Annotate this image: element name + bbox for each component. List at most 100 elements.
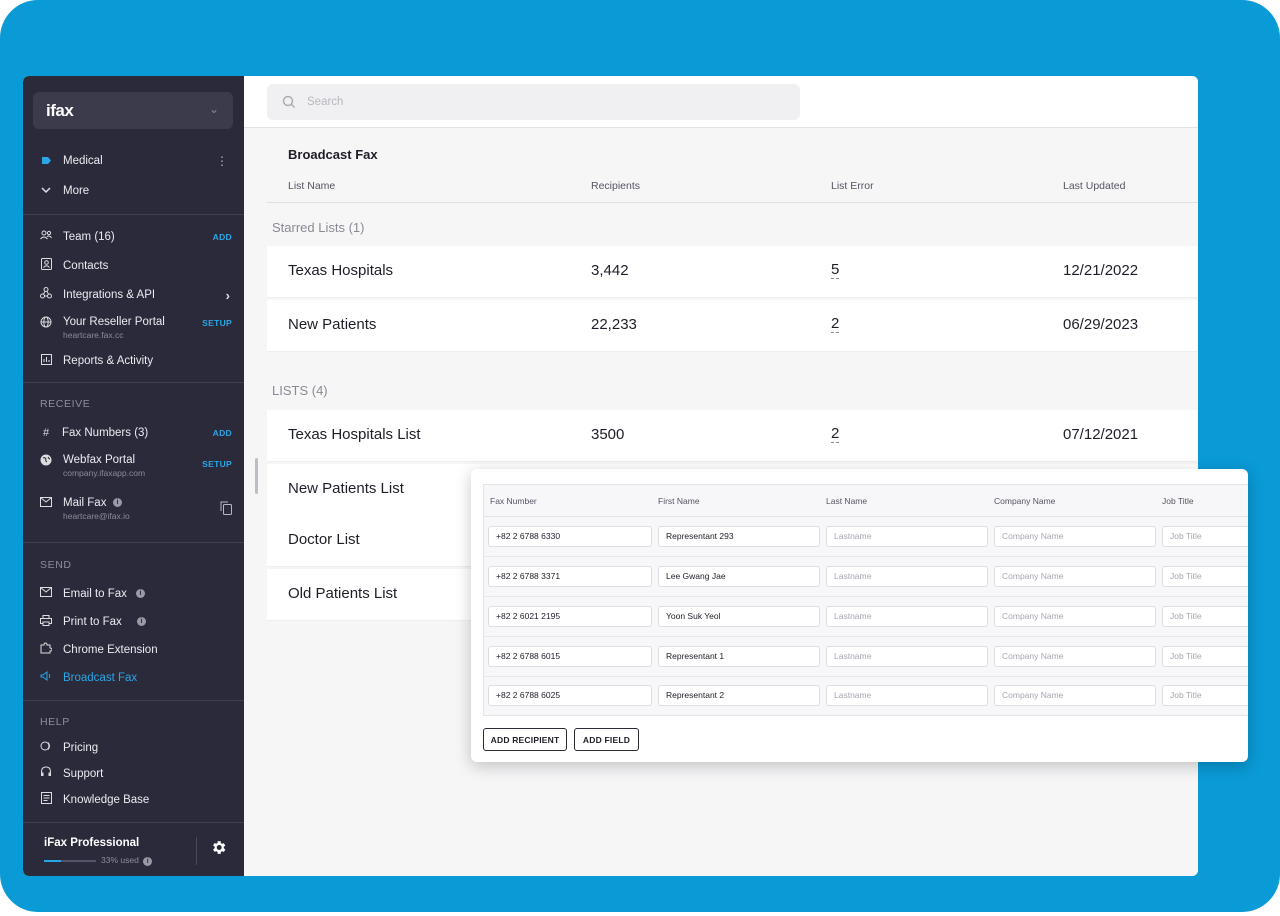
recipients-count: 22,233 — [591, 316, 637, 333]
more-options-icon[interactable]: ⋮ — [216, 154, 228, 168]
column-header-recipients[interactable]: Recipients — [591, 180, 641, 192]
integrations-icon — [39, 287, 53, 303]
chevron-down-icon: ⌄ — [208, 102, 219, 116]
sidebar-item-reports[interactable]: Reports & Activity — [23, 350, 244, 372]
first-name-field[interactable]: Yoon Suk Yeol — [658, 606, 820, 627]
company-name-field[interactable]: Company Name — [994, 526, 1156, 547]
sidebar-item-label: Email to Fax — [63, 588, 127, 600]
usage-text: 33% used i — [101, 855, 153, 866]
table-row[interactable]: New Patients 22,233 2 06/29/2023 — [267, 300, 1198, 352]
list-name: Texas Hospitals — [288, 262, 394, 279]
list-error-count[interactable]: 2 — [831, 315, 840, 333]
list-error-count[interactable]: 5 — [831, 261, 840, 279]
copy-icon[interactable] — [220, 501, 232, 518]
workspace-switcher[interactable]: ifax ⌄ — [33, 92, 233, 129]
company-name-field[interactable]: Company Name — [994, 606, 1156, 627]
fax-number-field[interactable]: +82 2 6788 6330 — [488, 526, 652, 547]
setup-webfax-button[interactable]: SETUP — [202, 459, 232, 469]
last-name-field[interactable]: Lastname — [826, 685, 988, 706]
recipient-row: +82 2 6788 6330 Representant 293 Lastnam… — [484, 517, 1248, 557]
table-row[interactable]: Texas Hospitals List 3500 2 07/12/2021 — [267, 410, 1198, 462]
company-name-field[interactable]: Company Name — [994, 646, 1156, 667]
column-header-fax-number: Fax Number — [490, 496, 537, 506]
search-box[interactable] — [267, 84, 800, 120]
sidebar-item-support[interactable]: Support — [23, 763, 244, 785]
sidebar-item-email-to-fax[interactable]: Email to Fax i — [23, 583, 244, 605]
last-updated: 12/21/2022 — [1063, 262, 1139, 279]
sidebar-item-webfax-portal[interactable]: Webfax Portal company.ifaxapp.com SETUP — [23, 450, 244, 480]
first-name-field[interactable]: Representant 1 — [658, 646, 820, 667]
sidebar-item-broadcast-fax[interactable]: Broadcast Fax — [23, 667, 244, 689]
sidebar-item-print-to-fax[interactable]: Print to Fax i — [23, 611, 244, 633]
fax-number-field[interactable]: +82 2 6021 2195 — [488, 606, 652, 627]
company-name-field[interactable]: Company Name — [994, 685, 1156, 706]
recipient-editor-panel: Fax Number First Name Last Name Company … — [471, 469, 1248, 762]
fax-number-field[interactable]: +82 2 6788 6015 — [488, 646, 652, 667]
add-field-button[interactable]: ADD FIELD — [574, 728, 639, 751]
page-title: Broadcast Fax — [288, 147, 378, 162]
sidebar-item-label: Chrome Extension — [63, 644, 158, 656]
divider — [23, 214, 244, 215]
settings-gear-icon[interactable] — [210, 839, 227, 861]
divider — [196, 837, 197, 865]
lists-label: LISTS (4) — [272, 383, 328, 398]
last-name-field[interactable]: Lastname — [826, 566, 988, 587]
job-title-field[interactable]: Job Title — [1162, 606, 1248, 627]
sidebar-item-label: Pricing — [63, 742, 99, 754]
sidebar-item-label: Reports & Activity — [63, 355, 154, 367]
add-recipient-button[interactable]: ADD RECIPIENT — [483, 728, 567, 751]
contacts-icon — [39, 258, 53, 274]
resize-handle[interactable] — [255, 458, 258, 494]
chevron-down-icon — [39, 184, 53, 198]
globe-icon — [39, 454, 53, 470]
column-header-list-name[interactable]: List Name — [288, 180, 336, 192]
job-title-field[interactable]: Job Title — [1162, 685, 1248, 706]
search-icon — [282, 95, 295, 108]
sidebar-item-more[interactable]: More — [23, 180, 244, 202]
recipients-count: 3500 — [591, 426, 625, 443]
company-name-field[interactable]: Company Name — [994, 566, 1156, 587]
sidebar-item-reseller-portal[interactable]: Your Reseller Portal heartcare.fax.cc SE… — [23, 312, 244, 342]
divider — [23, 382, 244, 383]
sidebar-item-contacts[interactable]: Contacts — [23, 255, 244, 277]
fax-number-field[interactable]: +82 2 6788 6025 — [488, 685, 652, 706]
sidebar-item-team[interactable]: Team (16) ADD — [23, 226, 244, 248]
sidebar-item-mail-fax[interactable]: Mail Fax i heartcare@ifax.io — [23, 493, 244, 523]
info-icon[interactable]: i — [136, 589, 145, 598]
column-header-job-title: Job Title — [1162, 496, 1194, 506]
fax-number-field[interactable]: +82 2 6788 3371 — [488, 566, 652, 587]
sidebar-item-fax-numbers[interactable]: # Fax Numbers (3) ADD — [23, 422, 244, 444]
first-name-field[interactable]: Representant 2 — [658, 685, 820, 706]
info-icon[interactable]: i — [137, 617, 146, 626]
last-name-field[interactable]: Lastname — [826, 526, 988, 547]
info-icon[interactable]: i — [113, 498, 122, 507]
usage-progress-bar — [44, 860, 96, 862]
column-header-last-updated[interactable]: Last Updated — [1063, 180, 1126, 192]
sidebar-item-medical[interactable]: Medical ⋮ — [23, 150, 244, 172]
first-name-field[interactable]: Lee Gwang Jae — [658, 566, 820, 587]
add-fax-number-button[interactable]: ADD — [212, 428, 232, 438]
last-name-field[interactable]: Lastname — [826, 646, 988, 667]
sidebar-item-sublabel: heartcare.fax.cc — [63, 330, 124, 340]
sidebar-item-pricing[interactable]: Pricing — [23, 737, 244, 759]
last-name-field[interactable]: Lastname — [826, 606, 988, 627]
list-name: Old Patients List — [288, 585, 398, 602]
job-title-field[interactable]: Job Title — [1162, 646, 1248, 667]
sidebar-item-knowledge-base[interactable]: Knowledge Base — [23, 789, 244, 811]
job-title-field[interactable]: Job Title — [1162, 526, 1248, 547]
sidebar-item-integrations[interactable]: Integrations & API › — [23, 284, 244, 306]
first-name-field[interactable]: Representant 293 — [658, 526, 820, 547]
column-header-list-error[interactable]: List Error — [831, 180, 874, 192]
add-team-button[interactable]: ADD — [212, 232, 232, 242]
info-icon[interactable]: i — [143, 857, 153, 866]
table-row[interactable]: Texas Hospitals 3,442 5 12/21/2022 — [267, 246, 1198, 298]
broadcast-icon — [39, 671, 53, 685]
last-updated: 07/12/2021 — [1063, 426, 1139, 443]
sidebar-item-chrome-extension[interactable]: Chrome Extension — [23, 639, 244, 661]
section-heading-send: SEND — [40, 559, 72, 571]
job-title-field[interactable]: Job Title — [1162, 566, 1248, 587]
setup-reseller-button[interactable]: SETUP — [202, 318, 232, 328]
divider — [23, 700, 244, 701]
list-error-count[interactable]: 2 — [831, 425, 840, 443]
search-input[interactable] — [307, 92, 777, 112]
